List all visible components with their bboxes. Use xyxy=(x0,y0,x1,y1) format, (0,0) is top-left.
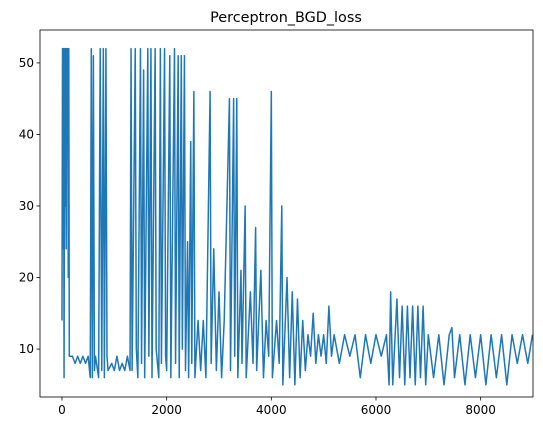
y-tick-label: 20 xyxy=(19,271,34,285)
y-tick-label: 50 xyxy=(19,56,34,70)
x-tick-label: 4000 xyxy=(256,403,287,417)
x-tick-label: 0 xyxy=(58,403,66,417)
y-tick-label: 10 xyxy=(19,342,34,356)
plot-frame xyxy=(39,29,534,398)
loss-line xyxy=(61,47,534,386)
x-tick-label: 2000 xyxy=(151,403,182,417)
x-tick-label: 8000 xyxy=(465,403,496,417)
chart-title: Perceptron_BGD_loss xyxy=(210,10,362,26)
y-tick-label: 40 xyxy=(19,127,34,141)
y-tick-label: 30 xyxy=(19,199,34,213)
x-tick-label: 6000 xyxy=(361,403,392,417)
